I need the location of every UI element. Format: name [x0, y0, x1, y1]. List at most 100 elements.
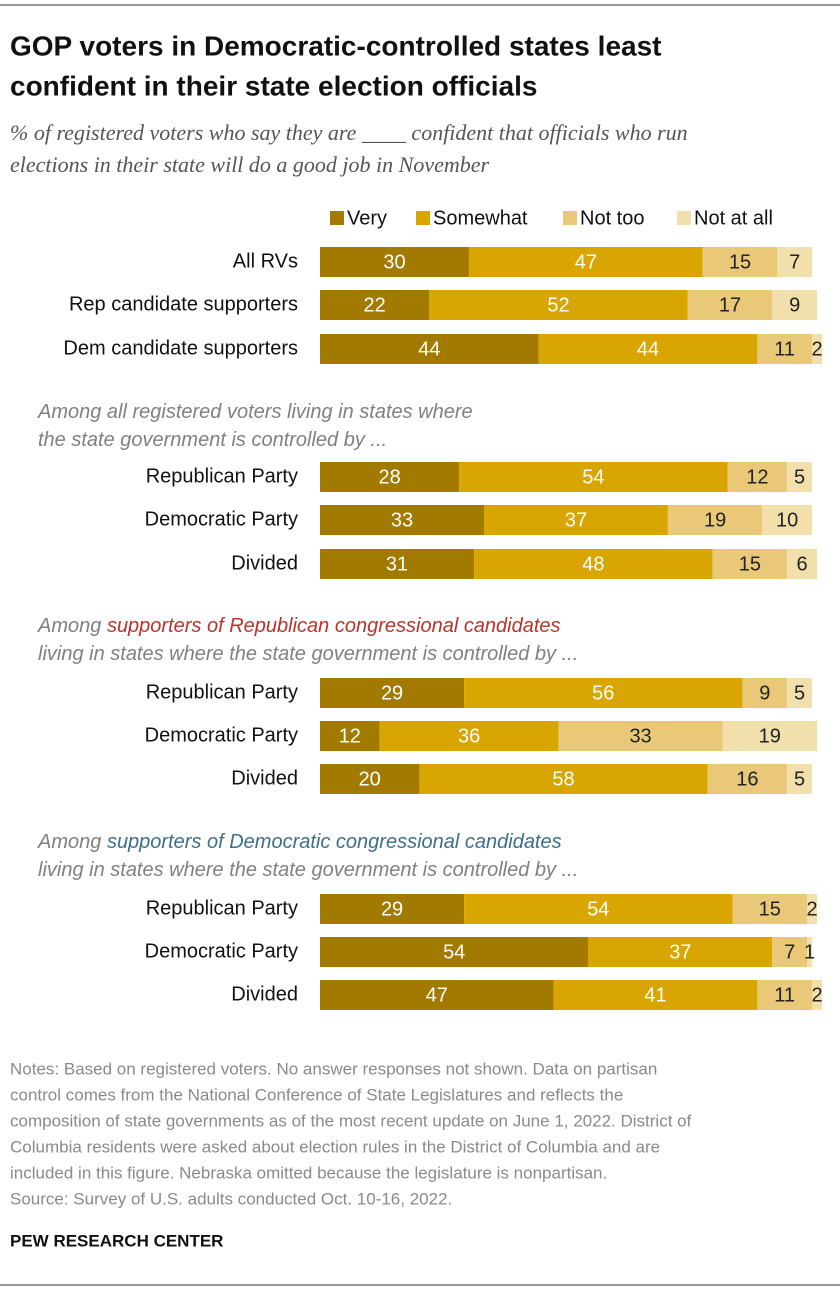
category-label: Divided	[231, 983, 298, 1005]
branding: PEW RESEARCH CENTER	[10, 1231, 223, 1250]
legend-label: Not too	[580, 207, 644, 229]
source: Source: Survey of U.S. adults conducted …	[10, 1189, 452, 1208]
bar-segment	[812, 334, 822, 364]
bar-value-label: 16	[736, 768, 758, 790]
group-heading-part: living in states where the state governm…	[38, 643, 578, 665]
bar-value-label: 19	[704, 509, 726, 531]
bar-value-label: 2	[811, 338, 822, 360]
bar-value-label: 1	[804, 941, 815, 963]
bar-value-label: 7	[789, 251, 800, 273]
bar-segment	[538, 334, 758, 364]
group-heading: living in states where the state governm…	[38, 643, 578, 665]
bar-value-label: 56	[592, 682, 614, 704]
bar-value-label: 12	[746, 466, 768, 488]
bar-segment	[459, 462, 728, 492]
bar-segment	[762, 505, 813, 535]
bar-value-label: 2	[811, 984, 822, 1006]
bar-value-label: 33	[391, 509, 413, 531]
bar-segment	[320, 290, 430, 320]
bar-value-label: 29	[381, 898, 403, 920]
group-heading-part: the state government is controlled by ..…	[38, 429, 387, 451]
legend-label: Very	[347, 207, 387, 229]
bar-segment	[732, 894, 808, 924]
bar-value-label: 33	[629, 725, 651, 747]
note: composition of state governments as of t…	[10, 1111, 692, 1130]
bar-segment	[320, 764, 420, 794]
bar-segment	[722, 721, 817, 751]
bar-value-label: 48	[582, 553, 604, 575]
bar-segment	[320, 937, 589, 967]
bar-segment	[787, 462, 813, 492]
bar-value-label: 28	[378, 466, 400, 488]
bar-value-label: 44	[637, 338, 659, 360]
bar-segment	[777, 247, 813, 277]
bar-segment	[667, 505, 763, 535]
bar-value-label: 5	[794, 466, 805, 488]
group-heading: Among all registered voters living in st…	[37, 401, 473, 423]
group-heading: the state government is controlled by ..…	[38, 429, 387, 451]
bar-value-label: 47	[426, 984, 448, 1006]
bar-value-label: 5	[794, 682, 805, 704]
bar-segment	[812, 980, 822, 1010]
group-heading-part: supporters of Republican congressional c…	[107, 615, 561, 637]
legend-swatch	[416, 211, 430, 225]
bar-segment	[702, 247, 778, 277]
bar-segment	[464, 894, 733, 924]
bar-value-label: 31	[386, 553, 408, 575]
bar-segment	[727, 462, 788, 492]
bar-value-label: 9	[789, 294, 800, 316]
category-label: Dem candidate supporters	[63, 337, 298, 359]
bar-value-label: 15	[759, 898, 781, 920]
bar-value-label: 41	[644, 984, 666, 1006]
bar-value-label: 47	[575, 251, 597, 273]
bar-value-label: 20	[359, 768, 381, 790]
bar-value-label: 17	[719, 294, 741, 316]
note: Notes: Based on registered voters. No an…	[10, 1059, 657, 1078]
bar-segment	[687, 290, 773, 320]
bar-segment	[742, 678, 788, 708]
bar-segment	[707, 764, 788, 794]
category-label: Divided	[231, 767, 298, 789]
bar-value-label: 6	[797, 553, 808, 575]
bar-value-label: 12	[339, 725, 361, 747]
bar-segment	[772, 290, 817, 320]
bar-value-label: 37	[565, 509, 587, 531]
bar-segment	[419, 764, 708, 794]
bar-value-label: 52	[547, 294, 569, 316]
legend-swatch	[563, 211, 577, 225]
bar-value-label: 10	[776, 509, 798, 531]
bar-segment	[320, 505, 485, 535]
chart-title: confident in their state election offici…	[10, 70, 537, 101]
group-heading-part: Among all registered voters living in st…	[37, 401, 473, 423]
bar-segment	[787, 764, 813, 794]
bar-segment	[772, 937, 808, 967]
group-heading-part: living in states where the state governm…	[38, 859, 578, 881]
bar-segment	[787, 549, 817, 579]
legend-swatch	[330, 211, 344, 225]
category-label: Democratic Party	[145, 508, 298, 530]
bar-segment	[379, 721, 559, 751]
bar-value-label: 54	[587, 898, 609, 920]
bar-segment	[320, 334, 539, 364]
category-label: Republican Party	[146, 465, 298, 487]
bar-value-label: 58	[552, 768, 574, 790]
category-label: Democratic Party	[145, 724, 298, 746]
bar-segment	[807, 937, 813, 967]
bar-value-label: 36	[458, 725, 480, 747]
bar-value-label: 5	[794, 768, 805, 790]
subtitle: % of registered voters who say they are …	[10, 120, 688, 145]
note: Columbia residents were asked about elec…	[10, 1137, 660, 1156]
bar-value-label: 54	[582, 466, 604, 488]
bar-value-label: 2	[806, 898, 817, 920]
category-label: Divided	[231, 552, 298, 574]
bar-segment	[320, 247, 470, 277]
bar-segment	[320, 894, 465, 924]
category-label: Republican Party	[146, 681, 298, 703]
category-label: All RVs	[233, 250, 298, 272]
bar-value-label: 11	[774, 338, 795, 360]
legend-swatch	[677, 211, 691, 225]
bar-segment	[464, 678, 743, 708]
bar-segment	[320, 678, 465, 708]
legend-label: Somewhat	[433, 207, 528, 229]
bar-value-label: 54	[443, 941, 465, 963]
